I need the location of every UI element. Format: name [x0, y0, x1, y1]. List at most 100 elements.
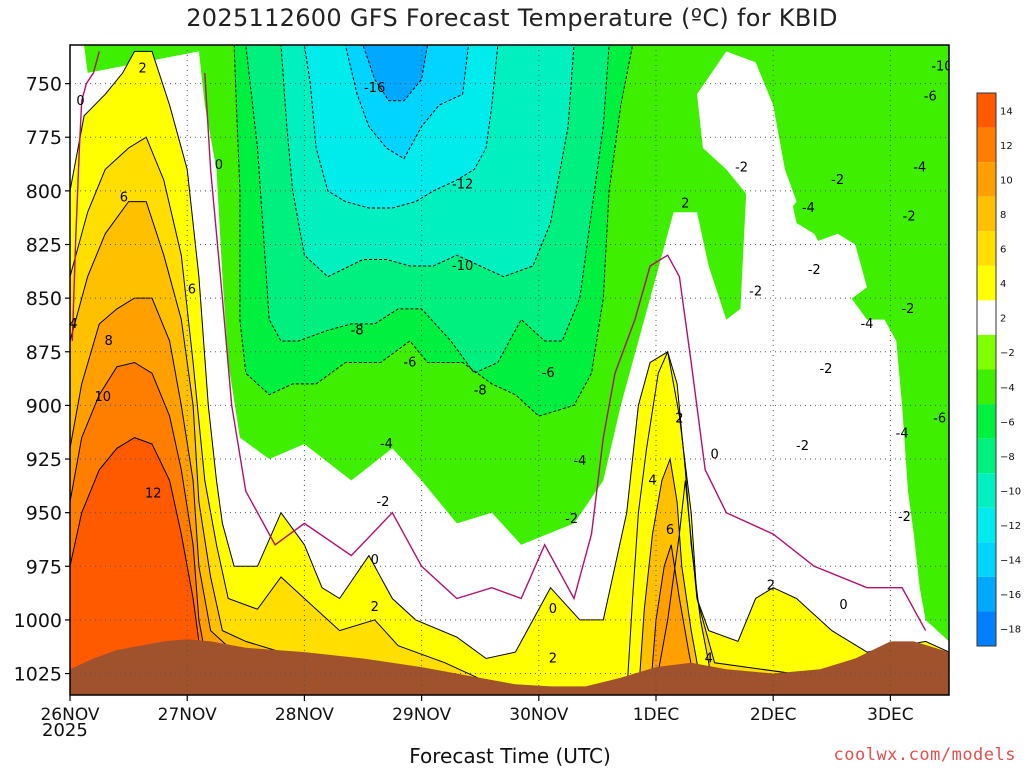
x-axis-year-label: 2025: [42, 720, 88, 741]
colorbar-label--16: −16: [1000, 590, 1021, 601]
contour-label-34: -2: [808, 263, 821, 278]
colorbar-label-2: 2: [1000, 314, 1006, 325]
minus12-region-isotherm: [303, 45, 499, 209]
contour-label-20: -4: [573, 454, 586, 469]
contour-label-44: -2: [901, 302, 914, 317]
minus8-region-isotherm: [245, 45, 610, 374]
y-tick-label-975: 975: [26, 556, 62, 578]
colorbar-swatch--10: [977, 473, 996, 508]
contour-label-41: -6: [924, 89, 937, 104]
contour-label-19: 2: [371, 600, 379, 615]
contour-label-39: 0: [839, 598, 847, 613]
colorbar-swatch-14: [977, 93, 996, 128]
colorbar-swatch--8: [977, 438, 996, 474]
colorbar-label--2: −2: [1000, 348, 1015, 359]
y-tick-label-850: 850: [26, 288, 62, 310]
contour-label-21: -2: [565, 512, 578, 527]
x-tick-label-26NOV: 26NOV: [40, 705, 99, 725]
contour-label-4: 6: [188, 283, 196, 298]
terrain-fill: [70, 639, 949, 695]
zero-isotherm-left: [71, 51, 100, 342]
isotherm-lines: [70, 45, 949, 695]
contour-label-18: 0: [371, 553, 379, 568]
terrain-surface: [70, 639, 949, 695]
contour-label-24: 2: [681, 197, 689, 212]
zero-isotherm-main: [204, 72, 927, 631]
contour-label-45: -6: [933, 411, 946, 426]
contour-label-7: 10: [95, 390, 112, 405]
colorbar-label-12: 12: [1000, 141, 1013, 152]
colorbar-swatch--14: [977, 542, 996, 577]
y-tick-label-750: 750: [26, 74, 62, 96]
x-tick-label-29NOV: 29NOV: [392, 705, 451, 725]
colorbar-label--8: −8: [1000, 452, 1015, 463]
colorbar-label-10: 10: [1000, 175, 1013, 186]
contour-label-15: -6: [542, 366, 555, 381]
contour-label-37: -2: [796, 439, 809, 454]
y-tick-label-900: 900: [26, 395, 62, 417]
colorbar-label--14: −14: [1000, 556, 1021, 567]
contour-label-17: -2: [376, 495, 389, 510]
minus14-region-isotherm: [344, 45, 470, 160]
colorbar-label-4: 4: [1000, 279, 1006, 290]
colorbar-swatch-10: [977, 162, 996, 197]
y-tick-label-925: 925: [26, 449, 62, 471]
contour-label-43: -2: [903, 210, 916, 225]
y-tick-label-800: 800: [26, 181, 62, 203]
contour-label-42: -4: [913, 160, 926, 175]
colorbar-label--12: −12: [1000, 521, 1021, 532]
gridlines: [70, 45, 949, 695]
contour-label-29: 6: [666, 523, 674, 538]
minus16-region-isotherm: [362, 45, 429, 102]
contour-label-9: -16: [364, 81, 385, 96]
contour-label-25: -2: [735, 160, 748, 175]
contour-label-28: 4: [648, 473, 656, 488]
contour-label-12: -8: [351, 323, 364, 338]
colorbar-swatch--12: [977, 507, 996, 543]
contour-label-11: -10: [452, 259, 473, 274]
source-credit: coolwx.com/models: [833, 745, 1016, 765]
colorbar-swatch--18: [977, 611, 996, 646]
right-green-band: [867, 45, 949, 642]
chart-title: 2025112600 GFS Forecast Temperature (ºC)…: [186, 4, 838, 32]
contour-label-26: 2: [675, 411, 683, 426]
colorbar-label-8: 8: [1000, 210, 1006, 221]
contour-label-0: 2: [139, 62, 147, 77]
colorbar-label-14: 14: [1000, 106, 1013, 117]
x-tick-label-3DEC: 3DEC: [867, 705, 914, 725]
colorbar-label-6: 6: [1000, 245, 1006, 256]
contour-label-31: -2: [749, 285, 762, 300]
contour-label-1: 0: [76, 94, 84, 109]
contour-label-22: 0: [549, 602, 557, 617]
colorbar-swatch-12: [977, 127, 996, 163]
colorbar-swatch--2: [977, 334, 996, 370]
contour-label-38: 2: [767, 579, 775, 594]
temperature-fill-regions: [70, 45, 949, 695]
x-tick-label-2DEC: 2DEC: [750, 705, 797, 725]
contour-label-47: -2: [898, 510, 911, 525]
contour-label-13: -6: [403, 355, 416, 370]
contour-label-2: 6: [120, 190, 128, 205]
contour-label-32: -2: [831, 173, 844, 188]
contour-label-36: -2: [819, 362, 832, 377]
plot-frame: [69, 44, 950, 696]
x-tick-label-30NOV: 30NOV: [509, 705, 568, 725]
contour-label-6: 8: [105, 334, 113, 349]
contour-labels: 2 0 6 0 6 4 8 10 12 -16 -12 -10 -8 -6 -8 -6 -4 -2 0 2 -4 -2 0 2…: [70, 59, 949, 667]
y-axis: 750 775 800 825 850 875 900 925 950 975 1000 1025: [14, 74, 70, 686]
x-axis-title: Forecast Time (UTC): [409, 744, 611, 768]
contour-label-35: -4: [860, 317, 873, 332]
mid-right-white: [784, 233, 867, 309]
colorbar-swatch--16: [977, 576, 996, 612]
colorbar-frame: [976, 92, 997, 647]
y-tick-label-875: 875: [26, 342, 62, 364]
colorbar-swatch-6: [977, 231, 996, 266]
y-tick-label-1000: 1000: [14, 610, 62, 632]
plus2-region-isotherm: [70, 50, 949, 695]
minus6-region-isotherm: [233, 45, 634, 417]
x-tick-label-27NOV: 27NOV: [158, 705, 217, 725]
colorbar-label--18: −18: [1000, 625, 1021, 636]
x-axis: 26NOV 27NOV 28NOV 29NOV 30NOV 1DEC 2DEC 3DEC: [40, 695, 914, 725]
contour-label-30: 4: [705, 652, 713, 667]
contour-label-10: -12: [452, 177, 473, 192]
